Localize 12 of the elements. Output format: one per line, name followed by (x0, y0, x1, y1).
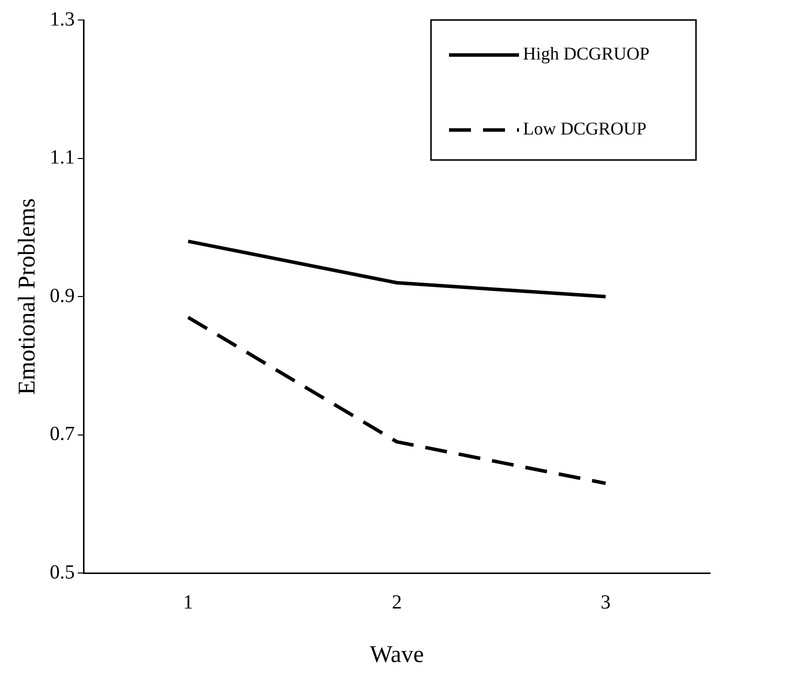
y-tick-label: 0.5 (50, 561, 75, 584)
y-tick-label: 1.3 (50, 8, 75, 30)
x-axis-title: Wave (370, 642, 424, 668)
y-tick-label: 1.1 (50, 146, 75, 169)
x-tick-label: 3 (600, 591, 611, 614)
y-tick-label: 0.9 (50, 284, 75, 307)
y-tick-label: 0.7 (50, 423, 75, 446)
x-tick-label: 2 (392, 591, 402, 614)
y-axis-title: Emotional Problems (14, 198, 41, 395)
legend-label: Low DCGROUP (523, 118, 647, 139)
x-tick-label: 1 (183, 591, 194, 614)
legend-label: High DCGRUOP (523, 44, 650, 64)
